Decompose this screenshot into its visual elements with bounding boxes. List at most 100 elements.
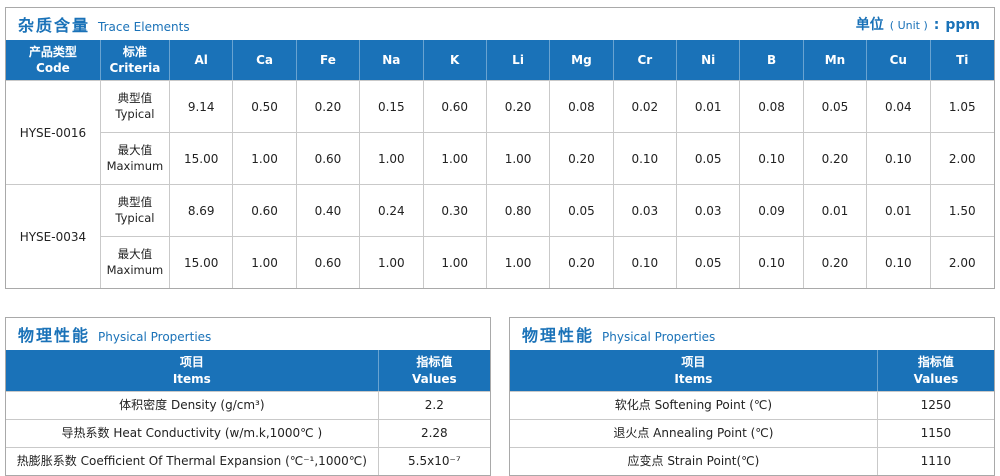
trace-section-title: 杂质含量 Trace Elements [18,12,190,36]
trace-header-row: 产品类型 Code 标准 Criteria Al Ca Fe Na K Li M… [6,40,994,81]
value-cell: 0.15 [360,80,424,133]
value-cell: 0.20 [803,132,868,185]
value-cell: 1150 [877,418,994,447]
value-cell: 0.02 [613,80,677,133]
table-row: 体积密度 Density (g/cm³) 2.2 [6,390,490,419]
value-cell: 2.28 [378,418,490,447]
value-cell: 1250 [877,390,994,419]
table-row: HYSE-0016 典型值 Typical 9.14 0.50 0.20 0.1… [6,80,994,185]
value-cell: 0.01 [867,184,931,237]
items-column-header: 项目 Items [510,350,878,391]
table-row: 导热系数 Heat Conductivity (w/m.k,1000℃ ) 2.… [6,418,490,447]
element-header: Mg [550,40,614,81]
trace-elements-table: 产品类型 Code 标准 Criteria Al Ca Fe Na K Li M… [6,40,994,289]
value-cell: 0.24 [360,184,424,237]
values-column-header: 指标值 Values [378,350,490,391]
code-cell: HYSE-0016 [6,80,101,185]
value-cell: 0.10 [867,236,931,289]
criteria-cell: 最大值 Maximum [100,132,170,185]
value-cell: 0.01 [803,184,868,237]
value-cell: 0.09 [740,184,804,237]
unit-colon: : [933,17,940,33]
criteria-en: Typical [115,106,155,121]
value-cell: 2.00 [930,132,994,185]
value-cell: 1.00 [486,236,551,289]
element-header: Ti [930,40,994,81]
item-cell: 软化点 Softening Point (℃) [510,390,878,419]
code-header-zh: 产品类型 [28,45,77,59]
physical-right-title: 物理性能 Physical Properties [522,322,715,346]
criteria-header-zh: 标准 [122,45,147,59]
value-cell: 1.00 [233,236,297,289]
value-cell: 2.00 [930,236,994,289]
physical-right-title-row: 物理性能 Physical Properties [510,318,994,350]
criteria-en: Maximum [106,262,164,277]
value-cell: 0.10 [867,132,931,185]
physical-right-title-zh: 物理性能 [522,326,595,346]
unit-label-zh: 单位 [855,17,884,33]
table-row: 最大值 Maximum 15.00 1.00 0.60 1.00 1.00 1.… [6,132,994,185]
element-header: B [740,40,804,81]
physical-left-table: 项目 Items 指标值 Values 体积密度 Density (g/cm³)… [6,350,490,475]
value-cell: 0.05 [677,236,741,289]
physical-left-title: 物理性能 Physical Properties [18,322,211,346]
items-header-zh: 项目 [681,355,706,370]
value-cell: 15.00 [170,236,234,289]
element-header: Cr [613,40,677,81]
item-cell: 退火点 Annealing Point (℃) [510,418,878,447]
criteria-cell: 典型值 Typical [100,80,170,133]
code-header-en: Code [36,61,70,76]
item-cell: 体积密度 Density (g/cm³) [6,390,379,419]
physical-left-title-row: 物理性能 Physical Properties [6,318,490,350]
physical-properties-left-section: 物理性能 Physical Properties 项目 Items [5,317,491,476]
spec-sheet-page: 杂质含量 Trace Elements 单位 ( Unit ) : ppm 产品… [5,7,995,476]
value-cell: 0.80 [486,184,551,237]
criteria-column-header: 标准 Criteria [100,40,170,81]
value-cell: 0.60 [296,132,361,185]
unit-label-en: ( Unit ) [889,19,928,32]
value-cell: 0.05 [550,184,614,237]
value-cell: 0.10 [613,132,677,185]
values-column-header: 指标值 Values [877,350,994,391]
physical-right-header-row: 项目 Items 指标值 Values [510,350,994,391]
criteria-zh: 典型值 [117,91,153,106]
criteria-zh: 最大值 [117,247,153,262]
value-cell: 0.03 [613,184,677,237]
unit-indicator: 单位 ( Unit ) : ppm [856,14,980,34]
unit-value: ppm [945,17,980,33]
value-cell: 2.2 [378,390,490,419]
element-header: Fe [296,40,361,81]
element-header: Mn [803,40,868,81]
value-cell: 1.00 [233,132,297,185]
trace-elements-section: 杂质含量 Trace Elements 单位 ( Unit ) : ppm 产品… [5,7,995,290]
physical-properties-row: 物理性能 Physical Properties 项目 Items [5,317,995,476]
value-cell: 1.05 [930,80,994,133]
table-row: 软化点 Softening Point (℃) 1250 [510,390,994,419]
criteria-zh: 最大值 [117,143,153,158]
value-cell: 8.69 [170,184,234,237]
value-cell: 0.05 [803,80,868,133]
value-cell: 0.04 [867,80,931,133]
value-cell: 0.20 [296,80,361,133]
element-header: Ni [677,40,741,81]
physical-left-header-row: 项目 Items 指标值 Values [6,350,490,391]
table-row: 最大值 Maximum 15.00 1.00 0.60 1.00 1.00 1.… [6,236,994,289]
value-cell: 0.60 [296,236,361,289]
physical-left-title-en: Physical Properties [98,330,212,345]
value-cell: 0.20 [486,80,551,133]
element-header: Ca [233,40,297,81]
value-cell: 15.00 [170,132,234,185]
physical-properties-right-section: 物理性能 Physical Properties 项目 Items [509,317,995,476]
table-row: HYSE-0034 典型值 Typical 8.69 0.60 0.40 0.2… [6,184,994,289]
value-cell: 0.60 [423,80,487,133]
value-cell: 0.20 [550,236,614,289]
criteria-zh: 典型值 [117,195,153,210]
value-cell: 0.50 [233,80,297,133]
table-row: 退火点 Annealing Point (℃) 1150 [510,418,994,447]
physical-right-title-en: Physical Properties [602,330,716,345]
value-cell: 0.20 [550,132,614,185]
items-column-header: 项目 Items [6,350,379,391]
criteria-header-en: Criteria [109,61,161,76]
value-cell: 0.08 [740,80,804,133]
value-cell: 0.10 [613,236,677,289]
